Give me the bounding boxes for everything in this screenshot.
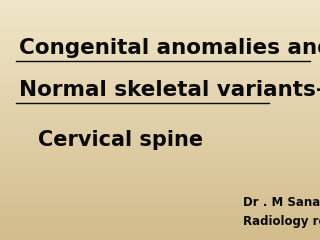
Text: Dr . M Sanal kumar: Dr . M Sanal kumar: [243, 196, 320, 209]
Text: Cervical spine: Cervical spine: [38, 130, 204, 150]
Text: Congenital anomalies and: Congenital anomalies and: [19, 38, 320, 58]
Text: Normal skeletal variants-: Normal skeletal variants-: [19, 80, 320, 100]
Text: Radiology resident: Radiology resident: [243, 216, 320, 228]
